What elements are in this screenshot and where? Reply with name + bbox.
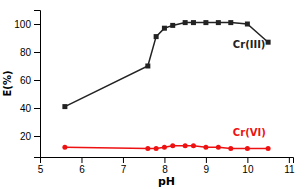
y-axis-title: E(%) xyxy=(2,71,13,97)
point xyxy=(191,20,196,25)
point xyxy=(191,143,196,148)
point xyxy=(216,20,221,25)
x-axis-title: pH xyxy=(158,175,175,188)
point xyxy=(266,146,271,151)
point xyxy=(154,146,159,151)
tick-label: 9 xyxy=(204,164,210,175)
tick-mark xyxy=(34,80,40,81)
tick-mark xyxy=(247,157,248,163)
series-line xyxy=(65,23,268,107)
tick-label: 11 xyxy=(284,164,295,175)
tick: 11 xyxy=(284,157,295,175)
tick: 10 xyxy=(242,157,254,175)
tick: 40 xyxy=(20,103,40,114)
tick: 8 xyxy=(162,157,168,175)
annotations: Cr(III) Cr(VI) xyxy=(233,39,266,138)
tick: 60 xyxy=(20,75,40,86)
tick-mark xyxy=(81,157,82,163)
tick: 20 xyxy=(20,131,40,142)
point xyxy=(154,34,159,39)
point xyxy=(203,145,208,150)
tick-label: 7 xyxy=(121,164,127,175)
marks xyxy=(62,20,270,151)
tick-mark xyxy=(34,24,40,25)
tick-mark xyxy=(34,52,40,53)
tick-label: 80 xyxy=(20,47,32,58)
tick: 7 xyxy=(121,157,127,175)
point xyxy=(203,20,208,25)
annotation: Cr(VI) xyxy=(233,127,266,138)
point xyxy=(245,22,250,27)
axis-line xyxy=(34,11,41,158)
tick-mark xyxy=(206,157,207,163)
tick-label: 10 xyxy=(242,164,254,175)
plot-area: 5 6 7 8 9 10 11 20 40 60 80 100 Cr(III) Cr(VI) xyxy=(14,11,295,176)
point xyxy=(170,143,175,148)
tick-mark xyxy=(164,157,165,163)
tick-mark xyxy=(34,108,40,109)
y-axis: 20 40 60 80 100 xyxy=(14,11,40,158)
tick-label: 40 xyxy=(20,103,32,114)
tick: 6 xyxy=(79,157,85,175)
tick-mark xyxy=(289,157,290,163)
point xyxy=(228,20,233,25)
point xyxy=(162,145,167,150)
point xyxy=(145,146,150,151)
tick-label: 20 xyxy=(20,131,32,142)
point xyxy=(245,146,250,151)
point xyxy=(228,146,233,151)
point xyxy=(145,64,150,69)
tick: 9 xyxy=(204,157,210,175)
annotation: Cr(III) xyxy=(233,39,266,50)
tick-label: 8 xyxy=(162,164,168,175)
axis-line xyxy=(41,158,294,164)
chart: 5 6 7 8 9 10 11 20 40 60 80 100 Cr(III) Cr(VI) pH E(%) xyxy=(0,0,305,189)
tick-label: 100 xyxy=(14,19,31,30)
tick-label: 6 xyxy=(79,164,85,175)
tick-mark xyxy=(34,136,40,137)
point xyxy=(183,20,188,25)
point xyxy=(162,26,167,31)
point xyxy=(266,40,271,45)
tick-label: 5 xyxy=(38,164,44,175)
tick-mark xyxy=(123,157,124,163)
point xyxy=(62,104,67,109)
tick-label: 60 xyxy=(20,75,32,86)
tick: 100 xyxy=(14,19,40,30)
point xyxy=(170,23,175,28)
point xyxy=(216,145,221,150)
x-axis: 5 6 7 8 9 10 11 xyxy=(38,157,295,175)
tick: 80 xyxy=(20,47,40,58)
point xyxy=(183,143,188,148)
tick: 5 xyxy=(38,157,44,175)
point xyxy=(62,145,67,150)
